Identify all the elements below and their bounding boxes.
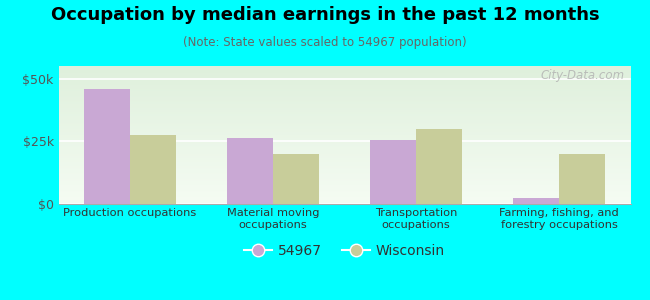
Bar bbox=[227, 137, 273, 204]
Bar bbox=[84, 88, 130, 204]
Bar bbox=[559, 154, 604, 204]
Bar bbox=[273, 154, 318, 204]
Bar bbox=[130, 135, 176, 204]
Text: (Note: State values scaled to 54967 population): (Note: State values scaled to 54967 popu… bbox=[183, 36, 467, 49]
Text: City-Data.com: City-Data.com bbox=[541, 69, 625, 82]
Bar bbox=[416, 129, 462, 204]
Legend: 54967, Wisconsin: 54967, Wisconsin bbox=[239, 238, 450, 263]
Text: Occupation by median earnings in the past 12 months: Occupation by median earnings in the pas… bbox=[51, 6, 599, 24]
Bar bbox=[370, 140, 416, 204]
Bar bbox=[514, 198, 559, 204]
